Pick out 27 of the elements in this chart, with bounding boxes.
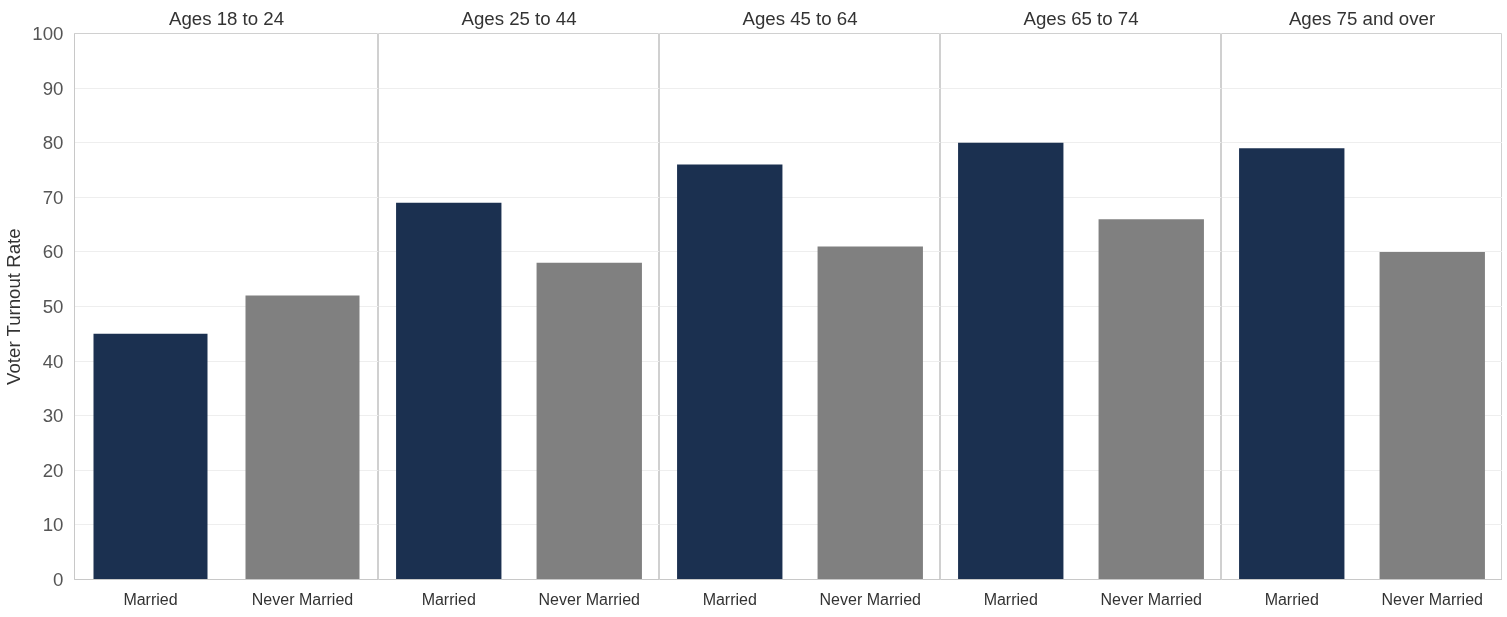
x-tick-label: Married xyxy=(702,590,757,608)
x-tick-label: Never Married xyxy=(1100,590,1202,608)
x-tick-label: Never Married xyxy=(538,590,640,608)
y-axis-title: Voter Turnout Rate xyxy=(3,228,25,385)
x-tick-label: Never Married xyxy=(819,590,921,608)
x-tick-label: Married xyxy=(123,590,178,608)
x-tick-label: Never Married xyxy=(251,590,354,608)
y-tick-label: 60 xyxy=(42,241,64,263)
y-tick-label: 40 xyxy=(42,350,64,372)
x-tick-label: Married xyxy=(983,590,1038,608)
chart-title: Ages 45 to 64 xyxy=(742,7,858,29)
y-tick-label: 80 xyxy=(42,132,64,154)
x-tick-label: Married xyxy=(1264,590,1319,608)
chart-title: Ages 18 to 24 xyxy=(168,7,285,29)
y-tick-label: 30 xyxy=(42,405,64,427)
chart-title: Ages 65 to 74 xyxy=(1023,7,1139,29)
y-tick-label: 70 xyxy=(42,186,64,208)
chart-title: Ages 75 and over xyxy=(1288,7,1436,29)
y-tick-label: 20 xyxy=(42,459,64,481)
y-tick-label: 0 xyxy=(53,569,64,590)
y-tick-label: 50 xyxy=(42,296,64,317)
y-tick-label: 90 xyxy=(42,77,64,99)
y-tick-label: 10 xyxy=(42,514,64,536)
x-tick-label: Never Married xyxy=(1381,590,1483,608)
chart-title: Ages 25 to 44 xyxy=(461,7,577,29)
x-tick-label: Married xyxy=(421,590,476,608)
y-tick-label: 100 xyxy=(32,23,64,44)
